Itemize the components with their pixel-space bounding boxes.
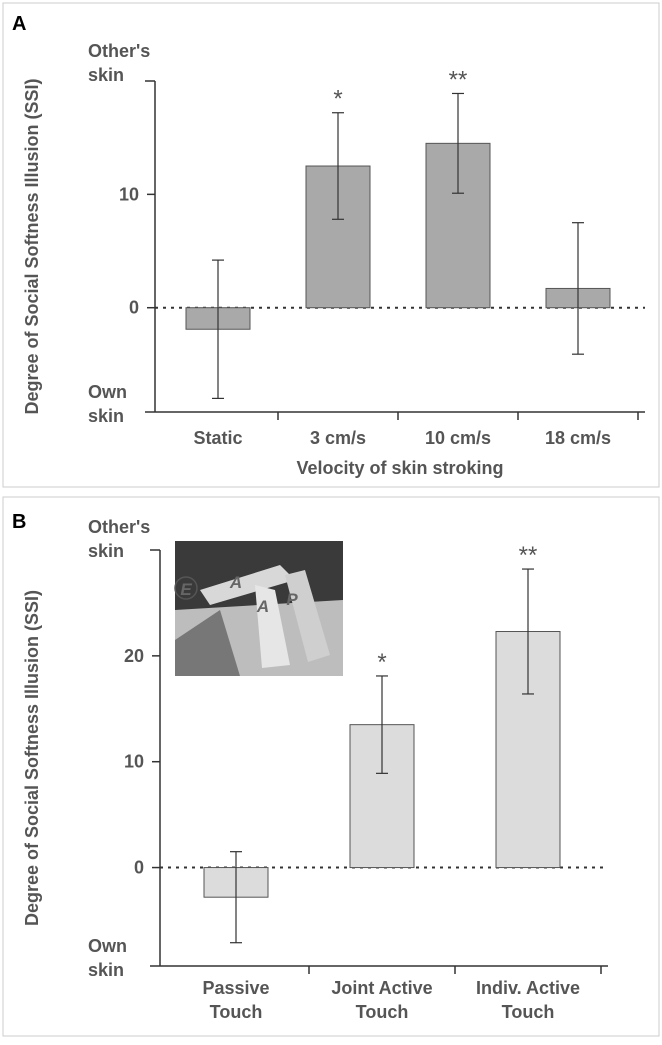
x-axis-label: Velocity of skin stroking <box>296 458 503 478</box>
top-label: Other's skin <box>88 517 150 561</box>
inset-label: E <box>180 580 192 599</box>
x-tick-label: Joint Active Touch <box>331 978 432 1022</box>
x-tick-label: Passive Touch <box>202 978 269 1022</box>
x-tick-label: Indiv. Active Touch <box>476 978 580 1022</box>
significance: ** <box>519 542 538 569</box>
bottom-label: Own skin <box>88 936 127 980</box>
y-tick-label: 20 <box>124 646 144 666</box>
panel-letter: A <box>12 13 26 35</box>
significance: ** <box>449 66 468 93</box>
y-axis-label: Degree of Social Softness Illusion (SSI) <box>22 78 42 414</box>
inset-label: A <box>256 597 269 616</box>
y-tick-label: 0 <box>129 298 139 318</box>
x-tick-label: 18 cm/s <box>545 428 611 448</box>
inset-label: A <box>229 573 242 592</box>
y-tick-label: 10 <box>119 184 139 204</box>
y-axis-label: Degree of Social Softness Illusion (SSI) <box>22 590 42 926</box>
x-tick-label: Static <box>193 428 242 448</box>
x-tick-label: 10 cm/s <box>425 428 491 448</box>
panel-letter: B <box>12 511 26 533</box>
top-label: Other's skin <box>88 41 150 85</box>
y-tick-label: 10 <box>124 752 144 772</box>
y-tick-label: 0 <box>134 858 144 878</box>
inset-label: P <box>286 590 298 609</box>
bottom-label: Own skin <box>88 382 127 426</box>
significance: * <box>377 649 386 676</box>
x-tick-label: 3 cm/s <box>310 428 366 448</box>
significance: * <box>333 86 342 113</box>
inset-photo <box>174 541 343 676</box>
bar <box>349 724 415 869</box>
